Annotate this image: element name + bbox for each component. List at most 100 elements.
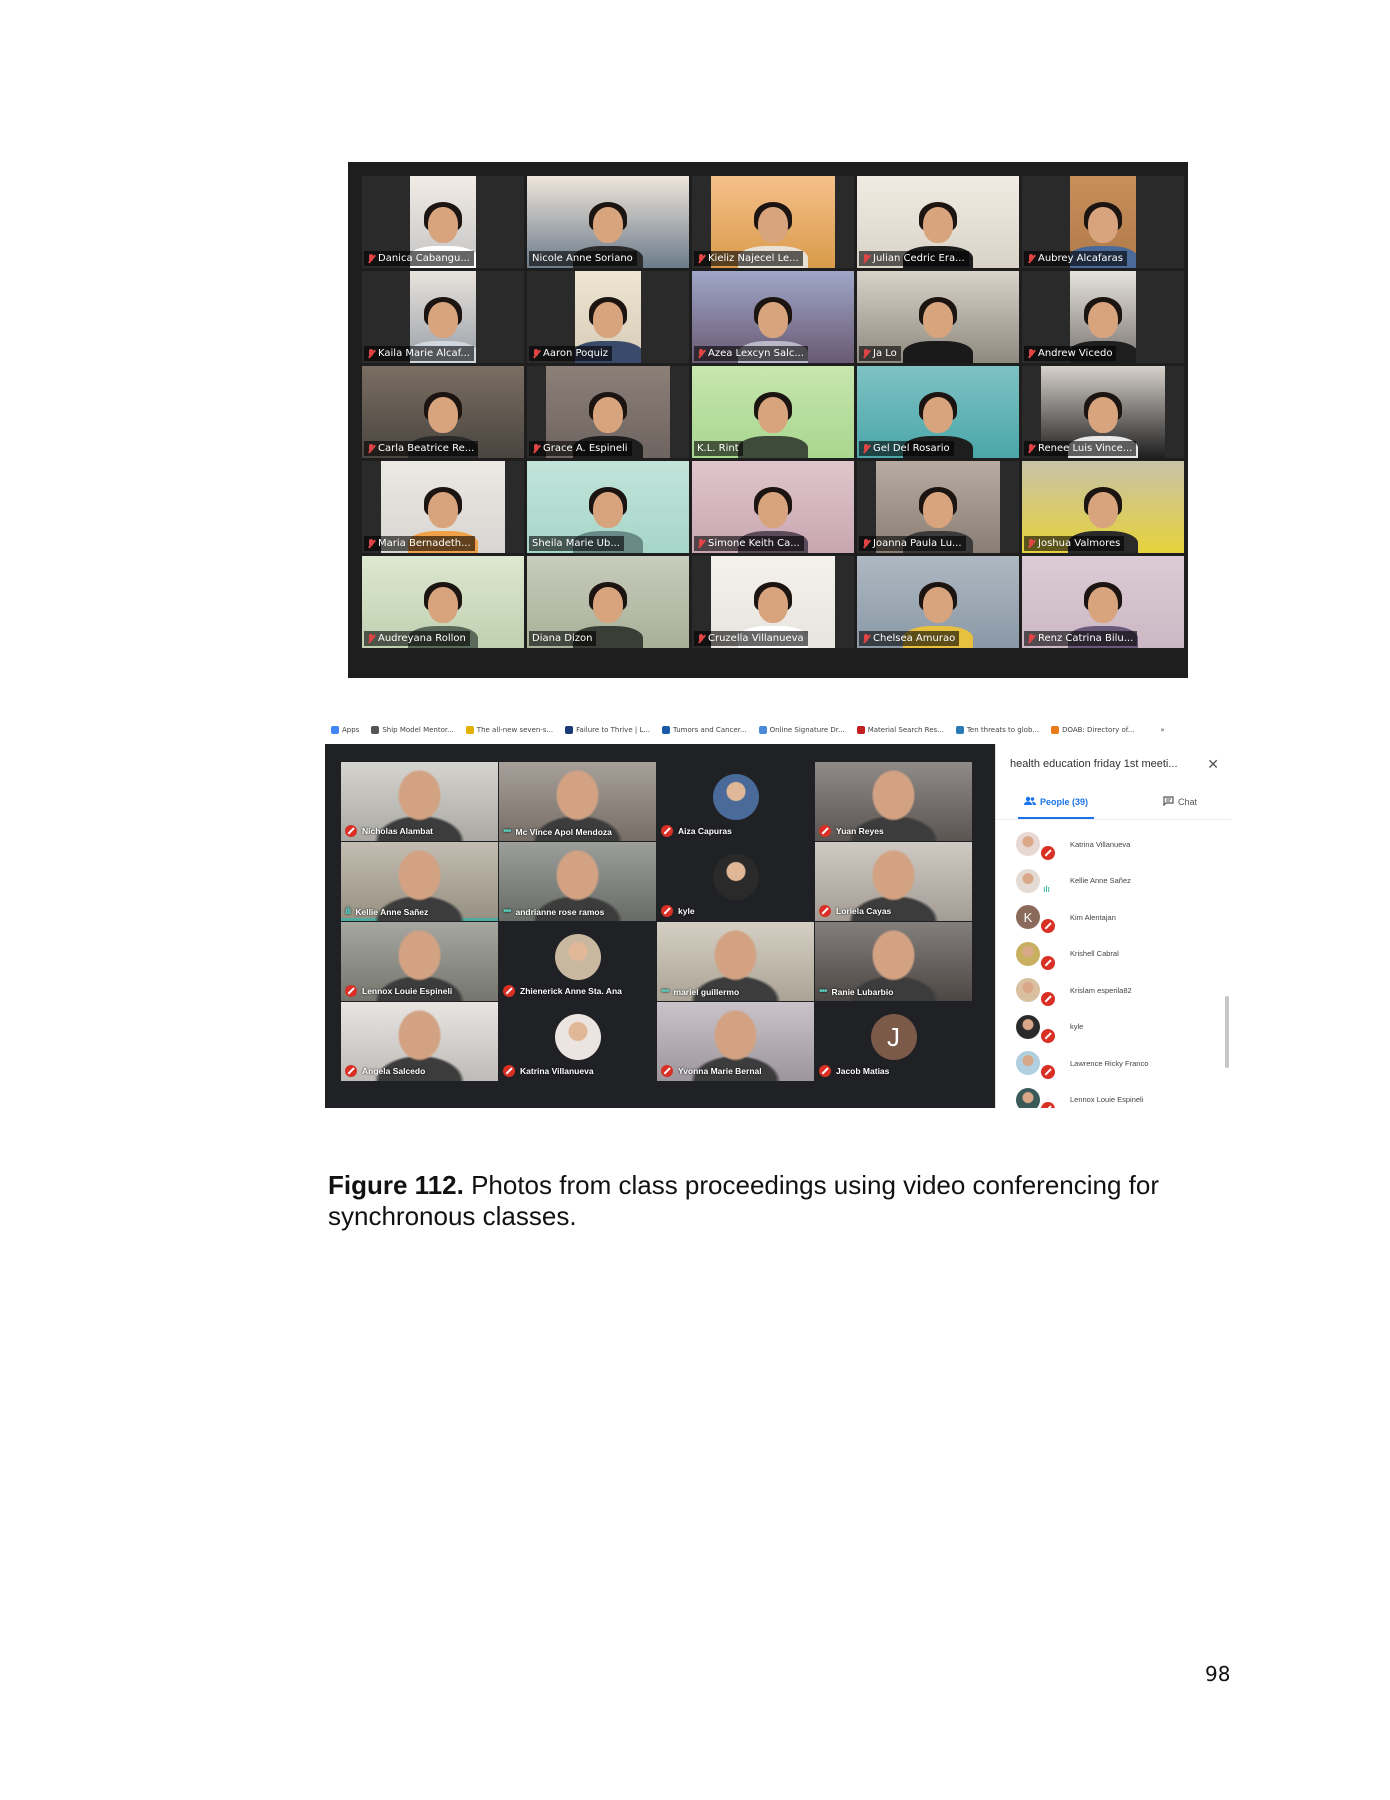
meet-participant-tile[interactable]: ••• mariel guillermo bbox=[657, 922, 814, 1001]
meet-participant-tile[interactable]: Zhienerick Anne Sta. Ana bbox=[499, 922, 656, 1001]
meet-participant-tile[interactable]: ılı Kellie Anne Sañez bbox=[341, 842, 498, 921]
person-face bbox=[758, 207, 788, 244]
participant-name: Maria Bernadeth... bbox=[378, 538, 471, 549]
zoom-participant-tile[interactable]: Maria Bernadeth... bbox=[362, 461, 524, 553]
zoom-participant-tile[interactable]: Carla Beatrice Re... bbox=[362, 366, 524, 458]
meet-participant-tile[interactable]: ••• andrianne rose ramos bbox=[499, 842, 656, 921]
meet-participant-tile[interactable]: ••• Mc Vince Apol Mendoza bbox=[499, 762, 656, 841]
site-icon bbox=[565, 726, 574, 734]
bookmark-item[interactable]: Material Search Res... bbox=[856, 726, 944, 734]
zoom-participant-tile[interactable]: Diana Dizon bbox=[527, 556, 689, 648]
meet-video-area: Nicholas Alambat ••• Mc Vince Apol Mendoza… bbox=[325, 744, 995, 1108]
mic-muted-icon bbox=[1027, 538, 1035, 549]
meet-participant-tile[interactable]: ••• Ranie Lubarbio bbox=[815, 922, 972, 1001]
bookmark-item[interactable]: Ten threats to glob... bbox=[955, 726, 1039, 734]
mic-muted-icon bbox=[1041, 1028, 1055, 1043]
zoom-participant-tile[interactable]: Gel Del Rosario bbox=[857, 366, 1019, 458]
zoom-participant-tile[interactable]: Simone Keith Ca... bbox=[692, 461, 854, 553]
participant-name: Nicholas Alambat bbox=[362, 826, 434, 836]
participant-name: Danica Cabangu... bbox=[378, 253, 470, 264]
people-list-item[interactable]: K Kim Alentajan bbox=[996, 899, 1231, 936]
people-list-item[interactable]: Lennox Louie Espineli bbox=[996, 1082, 1231, 1108]
bookmark-item[interactable]: Ship Model Mentor... bbox=[371, 726, 454, 734]
zoom-participant-tile[interactable]: Kieliz Najecel Le... bbox=[692, 176, 854, 268]
meet-participant-tile[interactable]: Yvonna Marie Bernal bbox=[657, 1002, 814, 1081]
meet-participant-tile[interactable]: Aiza Capuras bbox=[657, 762, 814, 841]
mic-muted-icon bbox=[345, 1065, 357, 1077]
zoom-participant-tile[interactable]: Audreyana Rollon bbox=[362, 556, 524, 648]
participant-name: Loriela Cayas bbox=[836, 906, 892, 916]
participant-name-tag: K.L. Rint bbox=[694, 441, 743, 456]
person-face bbox=[758, 397, 788, 434]
zoom-participant-tile[interactable]: K.L. Rint bbox=[692, 366, 854, 458]
avatar: J bbox=[870, 1014, 917, 1060]
participant-name: Kellie Anne Sañez bbox=[355, 906, 429, 917]
mic-muted-icon bbox=[1041, 919, 1055, 933]
zoom-participant-tile[interactable]: Ja Lo bbox=[857, 271, 1019, 363]
participant-name-tag: ılı Kellie Anne Sañez bbox=[345, 906, 428, 917]
meet-participant-tile[interactable]: Lennox Louie Espineli bbox=[341, 922, 498, 1001]
globe-icon bbox=[371, 726, 380, 734]
people-scrollbar[interactable] bbox=[1225, 996, 1229, 1068]
people-list-item[interactable]: kyle bbox=[996, 1009, 1231, 1046]
zoom-participant-tile[interactable]: Aubrey Alcafaras bbox=[1022, 176, 1184, 268]
participant-video bbox=[815, 762, 972, 841]
participant-name-tag: Danica Cabangu... bbox=[364, 251, 474, 266]
avatar bbox=[1016, 1014, 1040, 1039]
audio-level-icon: ılı bbox=[1043, 883, 1051, 894]
zoom-participant-tile[interactable]: Cruzella Villanueva bbox=[692, 556, 854, 648]
zoom-participant-tile[interactable]: Kaila Marie Alcaf... bbox=[362, 271, 524, 363]
more-bookmarks-chevron-icon[interactable]: » bbox=[1160, 726, 1165, 734]
avatar bbox=[1016, 1087, 1040, 1108]
zoom-participant-tile[interactable]: Danica Cabangu... bbox=[362, 176, 524, 268]
people-list-item[interactable]: ılı Kellie Anne Sañez bbox=[996, 863, 1231, 900]
people-list-item[interactable]: Krishell Cabral bbox=[996, 936, 1231, 973]
zoom-participant-tile[interactable]: Renz Catrina Bilu... bbox=[1022, 556, 1184, 648]
zoom-participant-tile[interactable]: Azea Lexcyn Salc... bbox=[692, 271, 854, 363]
tab-chat[interactable]: Chat bbox=[1163, 784, 1231, 819]
meet-participant-tile[interactable]: Yuan Reyes bbox=[815, 762, 972, 841]
people-list-item[interactable]: Katrina Villanueva bbox=[996, 826, 1231, 863]
bookmark-item[interactable]: DOAB: Directory of... bbox=[1051, 726, 1134, 734]
participant-name-tag: Angela Salcedo bbox=[345, 1065, 425, 1077]
participant-name: Aiza Capuras bbox=[678, 826, 732, 836]
mic-muted-icon bbox=[367, 443, 375, 454]
mic-muted-icon bbox=[697, 633, 705, 644]
zoom-participant-tile[interactable]: Chelsea Amurao bbox=[857, 556, 1019, 648]
zoom-participant-tile[interactable]: Nicole Anne Soriano bbox=[527, 176, 689, 268]
meet-participant-tile[interactable]: J Jacob Matias bbox=[815, 1002, 972, 1081]
meet-participant-tile[interactable]: Angela Salcedo bbox=[341, 1002, 498, 1081]
meet-participant-tile[interactable]: Loriela Cayas bbox=[815, 842, 972, 921]
participant-name: Renz Catrina Bilu... bbox=[1038, 633, 1134, 644]
zoom-participant-tile[interactable]: Andrew Vicedo bbox=[1022, 271, 1184, 363]
tab-people[interactable]: People (39) bbox=[1018, 784, 1094, 819]
participant-name-tag: Lennox Louie Espineli bbox=[345, 985, 452, 997]
bookmark-item[interactable]: Apps bbox=[331, 726, 359, 734]
mic-muted-icon bbox=[532, 443, 540, 454]
participant-name-tag: Chelsea Amurao bbox=[859, 631, 960, 646]
participant-name-tag: Carla Beatrice Re... bbox=[364, 441, 479, 456]
meet-participant-tile[interactable]: Nicholas Alambat bbox=[341, 762, 498, 841]
participant-name: Katrina Villanueva bbox=[520, 1066, 594, 1076]
zoom-participant-tile[interactable]: Sheila Marie Ub... bbox=[527, 461, 689, 553]
bookmark-item[interactable]: Failure to Thrive | L... bbox=[565, 726, 650, 734]
zoom-participant-tile[interactable]: Aaron Poquiz bbox=[527, 271, 689, 363]
participant-name: Yvonna Marie Bernal bbox=[678, 1066, 762, 1076]
zoom-participant-tile[interactable]: Joshua Valmores bbox=[1022, 461, 1184, 553]
close-icon[interactable]: ✕ bbox=[1207, 755, 1219, 772]
person-face bbox=[923, 207, 953, 244]
bookmark-item[interactable]: The all-new seven-s... bbox=[465, 726, 553, 734]
mic-muted-icon bbox=[819, 1065, 831, 1077]
zoom-participant-tile[interactable]: Julian Cedric Era... bbox=[857, 176, 1019, 268]
zoom-participant-tile[interactable]: Grace A. Espineli bbox=[527, 366, 689, 458]
meet-participant-tile[interactable]: Katrina Villanueva bbox=[499, 1002, 656, 1081]
people-list-item[interactable]: Krislam esperila82 bbox=[996, 972, 1231, 1009]
mic-muted-icon bbox=[1041, 1065, 1055, 1079]
zoom-participant-tile[interactable]: Renee Luis Vince... bbox=[1022, 366, 1184, 458]
meet-participant-tile[interactable]: kyle bbox=[657, 842, 814, 921]
participant-video bbox=[815, 922, 972, 1001]
bookmark-item[interactable]: Tumors and Cancer... bbox=[662, 726, 747, 734]
bookmark-item[interactable]: Online Signature Dr... bbox=[758, 726, 845, 734]
people-list-item[interactable]: Lawrence Ricky Franco bbox=[996, 1045, 1231, 1082]
zoom-participant-tile[interactable]: Joanna Paula Lu... bbox=[857, 461, 1019, 553]
